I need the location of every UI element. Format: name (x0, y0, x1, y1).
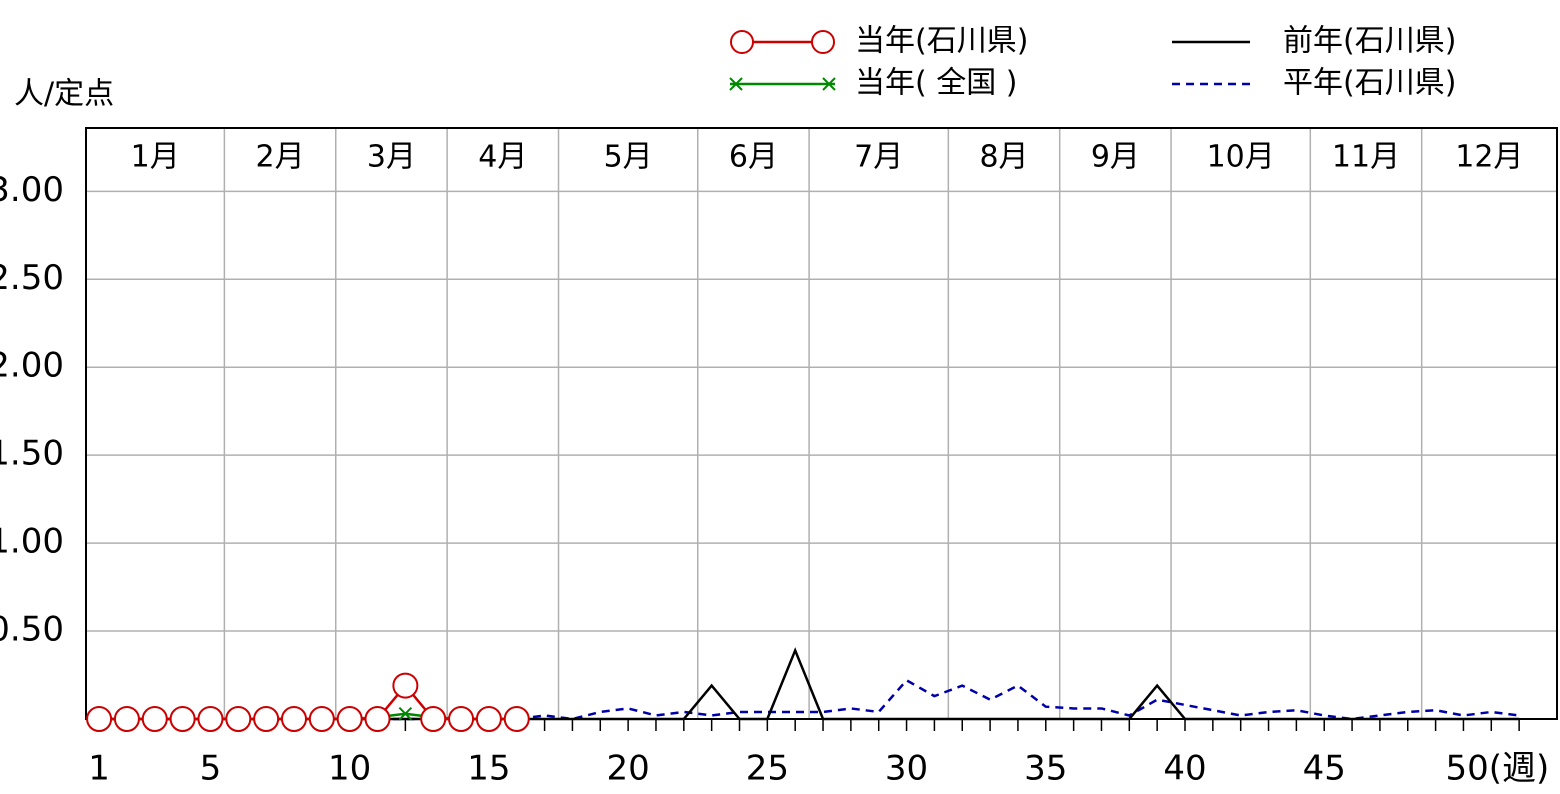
month-label: 4月 (478, 140, 527, 175)
month-label: 7月 (854, 140, 903, 175)
point-marker (225, 706, 252, 732)
point-marker (86, 706, 113, 732)
y-tick-label: 3.00 (0, 170, 64, 210)
month-label: 9月 (1091, 140, 1140, 175)
plot-frame (85, 127, 1558, 720)
legend-marker (822, 77, 836, 91)
point-marker (420, 706, 447, 732)
x-tick-label: 40 (1163, 749, 1206, 789)
x-tick-label: 20 (606, 749, 649, 789)
month-label: 11月 (1332, 140, 1400, 175)
point-marker (398, 707, 413, 721)
legend-label: 当年(石川県) (855, 24, 1028, 59)
x-tick-label: 25 (746, 749, 789, 789)
y-tick-label: 2.50 (0, 258, 64, 298)
month-label: 2月 (256, 140, 305, 175)
point-marker (253, 706, 280, 732)
y-axis-label: 人/定点 (14, 77, 114, 112)
x-tick-label: 30 (885, 749, 928, 789)
month-label: 3月 (367, 140, 416, 175)
point-marker (448, 706, 475, 732)
point-marker (197, 706, 224, 732)
month-label: 8月 (979, 140, 1028, 175)
y-tick-label: 2.00 (0, 346, 64, 386)
legend-label: 当年( 全国 ) (855, 66, 1017, 101)
point-marker (475, 706, 502, 732)
point-marker (280, 706, 307, 732)
legend-label: 前年(石川県) (1283, 24, 1456, 59)
y-tick-label: 1.50 (0, 434, 64, 474)
x-tick-label: 15 (467, 749, 510, 789)
x-tick-label: 5 (200, 749, 222, 789)
x-tick-label: 10 (328, 749, 371, 789)
x-tick-label: 1 (88, 749, 110, 789)
month-label: 6月 (729, 140, 778, 175)
month-label: 5月 (604, 140, 653, 175)
month-label: 10月 (1207, 140, 1275, 175)
month-label: 12月 (1455, 140, 1523, 175)
month-label: 1月 (131, 140, 180, 175)
legend-marker (729, 77, 743, 91)
legend-marker (811, 30, 835, 54)
point-marker (364, 706, 391, 732)
legend-label: 平年(石川県) (1283, 66, 1456, 101)
point-marker (336, 706, 363, 732)
y-tick-label: 1.00 (0, 522, 64, 562)
point-marker (141, 706, 168, 732)
series-line (99, 683, 517, 721)
y-tick-label: 0.50 (0, 610, 64, 650)
point-marker (169, 706, 196, 732)
point-marker (392, 672, 419, 699)
x-tick-label: 50(週) (1445, 749, 1549, 789)
x-tick-label: 45 (1303, 749, 1346, 789)
point-marker (113, 706, 140, 732)
legend-marker (730, 30, 754, 54)
point-marker (308, 706, 335, 732)
point-marker (503, 706, 530, 732)
x-tick-label: 35 (1024, 749, 1067, 789)
